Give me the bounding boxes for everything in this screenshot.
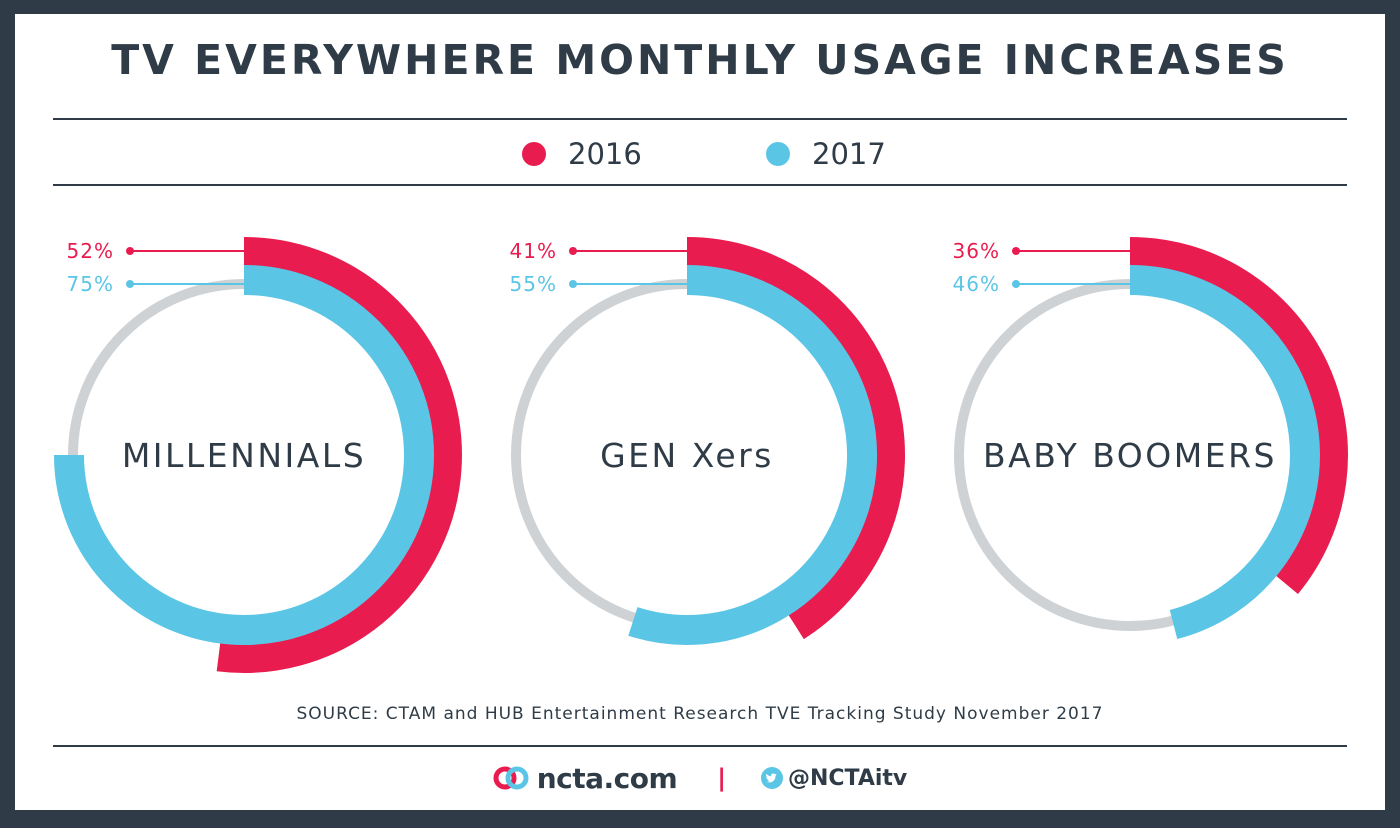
legend-label: 2017 [812,137,886,171]
legend-swatch-2016 [522,142,546,166]
infographic-card [15,14,1385,810]
page-title: TV EVERYWHERE MONTHLY USAGE INCREASES [111,36,1289,84]
group-label: MILLENNIALS [122,436,366,475]
legend-swatch-2017 [766,142,790,166]
twitter-handle: @NCTAitv [760,766,907,791]
data-label-2017: 55% [510,272,557,296]
handle-link[interactable]: @NCTAitv [787,765,908,791]
arc-2017 [628,265,878,645]
group-label: GEN Xers [600,436,774,475]
legend-item-2017: 2017 [766,134,886,174]
data-label-2016: 36% [953,239,1000,263]
data-label-2016: 52% [67,239,114,263]
ncta-brand: ncta.com [493,761,678,795]
leader-dot-2016 [126,247,134,255]
footer: ncta.com | @NCTAitv [0,758,1400,798]
twitter-bird-icon [760,767,783,789]
leader-dot-2016 [1012,247,1020,255]
leader-dot-2017 [569,280,577,288]
group-label: BABY BOOMERS [983,436,1277,475]
arc-2017 [54,265,434,645]
leader-dot-2017 [1012,280,1020,288]
site-link[interactable]: ncta.com [536,761,678,795]
leader-dot-2017 [126,280,134,288]
legend-item-2016: 2016 [522,134,642,174]
data-label-2017: 46% [953,272,1000,296]
ncta-logo-icon [493,766,529,790]
divider-bottom [53,745,1347,747]
divider-legend [53,184,1347,186]
source-note: SOURCE: CTAM and HUB Entertainment Resea… [296,704,1104,724]
divider-top [53,118,1347,120]
arc-2017 [1129,265,1320,640]
data-label-2016: 41% [510,239,557,263]
arc-2016 [686,237,905,640]
legend-label: 2016 [568,137,642,171]
arc-2016 [216,237,462,673]
data-label-2017: 75% [67,272,114,296]
leader-dot-2016 [569,247,577,255]
footer-separator: | [717,764,726,792]
arc-2016 [1129,237,1348,594]
